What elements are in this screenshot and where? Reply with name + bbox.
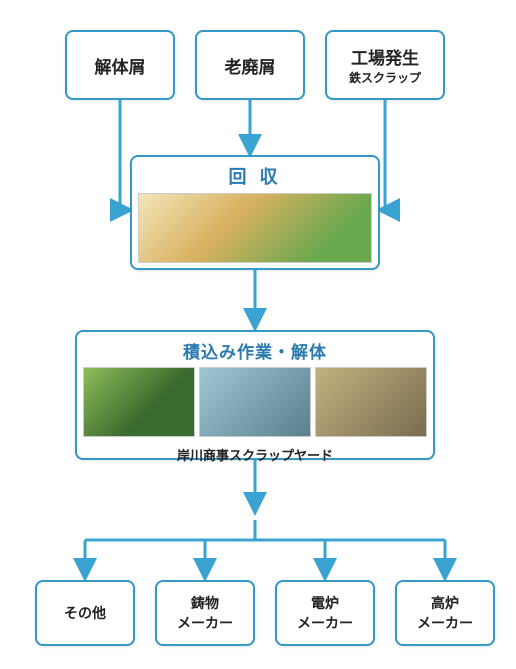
node-dest-4: 高炉 メーカー [395,580,495,646]
node-dest-3: 電炉 メーカー [275,580,375,646]
node-dest-1-label: その他 [64,603,106,623]
node-dest-3-label1: 電炉 [311,593,339,613]
node-dest-2-label1: 鋳物 [191,593,219,613]
node-dest-2: 鋳物 メーカー [155,580,255,646]
node-dest-4-label1: 高炉 [431,593,459,613]
edge-yard-to-dest [0,0,516,600]
node-dest-3-label2: メーカー [297,613,353,633]
node-dest-4-label2: メーカー [417,613,473,633]
node-dest-1: その他 [35,580,135,646]
node-dest-2-label2: メーカー [177,613,233,633]
